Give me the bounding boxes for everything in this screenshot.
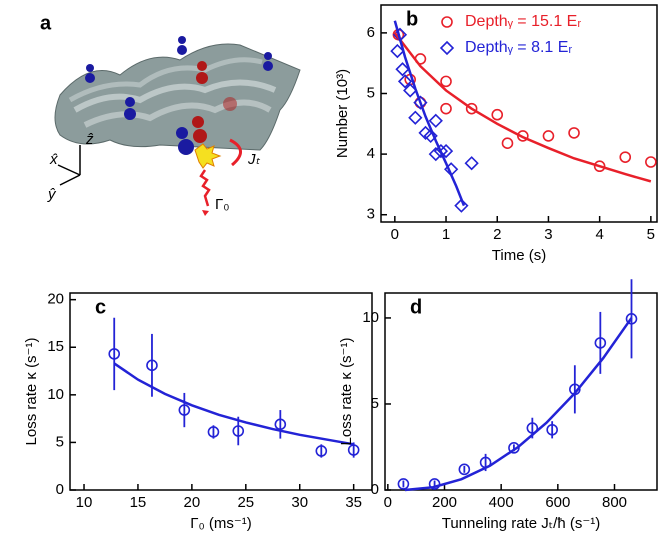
panel-label: c <box>95 296 106 318</box>
legend-marker <box>441 16 453 28</box>
marker <box>207 426 220 438</box>
x-tick-label: 800 <box>602 494 627 511</box>
marker <box>108 348 121 360</box>
marker <box>408 110 423 125</box>
legend-label: Depthᵧ = 8.1 Eᵣ <box>465 39 572 56</box>
marker <box>274 418 287 431</box>
tunneling-label: Jₜ <box>247 151 261 168</box>
marker <box>315 445 328 457</box>
marker <box>458 463 471 476</box>
x-tick-label: 600 <box>545 494 570 511</box>
y-tick-label: 10 <box>47 386 64 403</box>
x-tick-label: 5 <box>647 226 655 243</box>
marker <box>593 160 606 173</box>
marker <box>465 102 478 115</box>
marker <box>428 478 441 490</box>
marker <box>428 113 443 128</box>
marker <box>433 143 449 159</box>
x-tick-label: 3 <box>544 226 552 243</box>
y-tick-label: 4 <box>367 145 375 162</box>
x-tick-label: 15 <box>130 494 147 511</box>
y-tick-label: 10 <box>362 309 379 326</box>
y-axis-label: Number (10³) <box>334 69 351 158</box>
y-tick-label: 0 <box>56 481 64 498</box>
legend-label: Depthᵧ = 15.1 Eᵣ <box>465 13 581 30</box>
marker <box>423 128 438 144</box>
marker <box>625 313 638 325</box>
panel-label: d <box>410 296 422 318</box>
x-tick-label: 400 <box>489 494 514 511</box>
x-tick-label: 0 <box>384 494 392 511</box>
marker <box>619 151 632 163</box>
marker <box>440 102 452 115</box>
x-tick-label: 35 <box>345 494 362 511</box>
plot-frame <box>384 292 658 491</box>
x-tick-label: 25 <box>237 494 254 511</box>
panel-label: b <box>406 8 418 30</box>
marker <box>395 62 410 77</box>
marker <box>491 108 504 121</box>
y-tick-label: 5 <box>367 84 375 101</box>
marker <box>542 130 555 142</box>
plot-frame <box>380 4 658 223</box>
x-tick-label: 2 <box>493 226 501 243</box>
marker <box>454 198 469 213</box>
x-tick-label: 4 <box>595 226 603 243</box>
x-axis-label: Γ₀ (ms⁻¹) <box>190 515 252 532</box>
axis-symbol: ẑ <box>85 131 94 148</box>
x-tick-label: 20 <box>184 494 201 511</box>
x-tick-label: 200 <box>432 494 457 511</box>
y-tick-label: 3 <box>367 206 375 223</box>
fit-line <box>404 317 633 492</box>
marker <box>464 156 479 171</box>
marker <box>440 75 452 88</box>
x-tick-label: 1 <box>442 226 450 243</box>
plot-frame <box>69 292 373 491</box>
marker <box>413 95 428 110</box>
x-tick-label: 30 <box>291 494 308 511</box>
legend-marker <box>439 40 455 56</box>
x-tick-label: 10 <box>76 494 93 511</box>
marker <box>568 127 580 139</box>
marker <box>526 422 539 434</box>
marker <box>232 425 245 437</box>
marker <box>501 137 514 150</box>
marker <box>546 423 558 436</box>
y-axis-label: Loss rate κ (s⁻¹) <box>23 338 40 446</box>
marker <box>397 478 410 490</box>
lattice-illustration <box>54 36 301 216</box>
marker <box>390 43 405 59</box>
fit-line <box>393 20 466 207</box>
axis-symbol: ŷ <box>47 186 57 203</box>
marker <box>438 143 454 159</box>
marker <box>178 404 191 416</box>
panel-label: a <box>40 12 52 34</box>
fit-line <box>393 32 652 183</box>
axis-symbol: x̂ <box>49 151 58 168</box>
y-tick-label: 6 <box>367 24 375 41</box>
fit-line <box>113 362 354 446</box>
y-tick-label: 20 <box>47 291 64 308</box>
marker <box>397 74 413 89</box>
y-tick-label: 0 <box>371 481 379 498</box>
y-tick-label: 5 <box>371 395 379 412</box>
marker <box>347 444 360 456</box>
y-tick-label: 5 <box>56 433 64 450</box>
x-axis-label: Tunneling rate Jₜ/ħ (s⁻¹) <box>442 515 601 532</box>
loss-label: Γ₀ <box>215 196 230 213</box>
marker <box>594 337 607 349</box>
marker <box>146 359 158 372</box>
x-axis-label: Time (s) <box>492 247 546 264</box>
x-tick-label: 0 <box>391 226 399 243</box>
y-axis-label: Loss rate κ (s⁻¹) <box>338 338 355 446</box>
y-tick-label: 15 <box>47 338 64 355</box>
marker <box>645 156 657 168</box>
